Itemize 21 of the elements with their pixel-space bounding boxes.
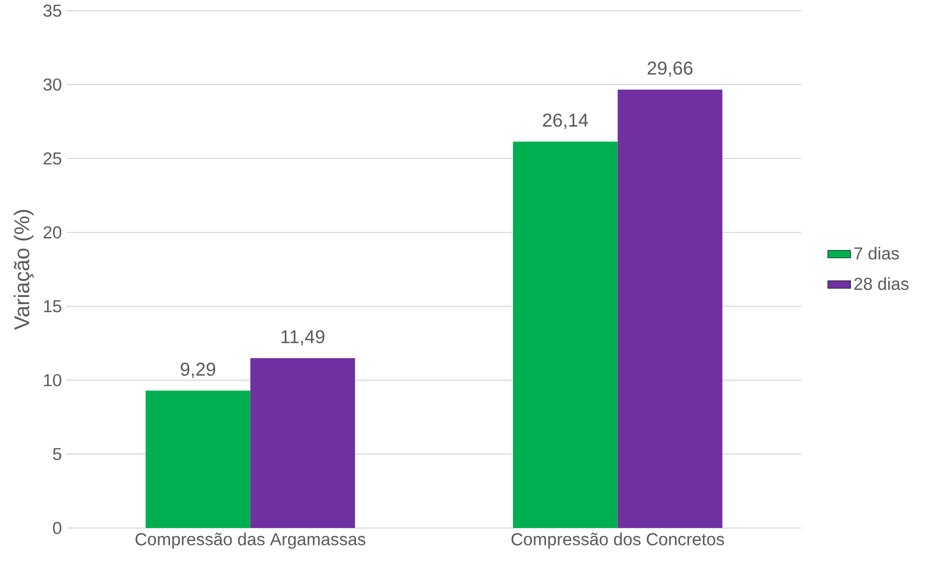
y-tick-label: 30 [43,78,62,91]
bar [512,141,618,528]
data-label: 11,49 [282,330,324,346]
bar [146,390,250,528]
x-tick-label: Compressão das Argamassas [136,532,366,549]
y-tick-label: 5 [53,448,62,460]
data-label: 9,29 [180,362,216,378]
y-tick-label: 35 [43,4,62,17]
x-tick-label: Compressão dos Concretos [512,532,724,549]
legend-label: 7 dias [854,246,899,260]
data-label: 26,14 [542,113,588,129]
y-tick-label: 15 [44,300,62,312]
y-tick-label: 25 [44,152,62,164]
y-tick-label: 0 [53,522,62,534]
y-tick-label: 10 [44,374,62,386]
legend-label: 28 dias [854,277,909,290]
y-axis-title: Variação (%) [14,210,34,330]
data-label: 29,66 [648,61,692,77]
y-tick-label: 20 [44,226,62,238]
bar [250,358,356,528]
bar [618,89,722,528]
